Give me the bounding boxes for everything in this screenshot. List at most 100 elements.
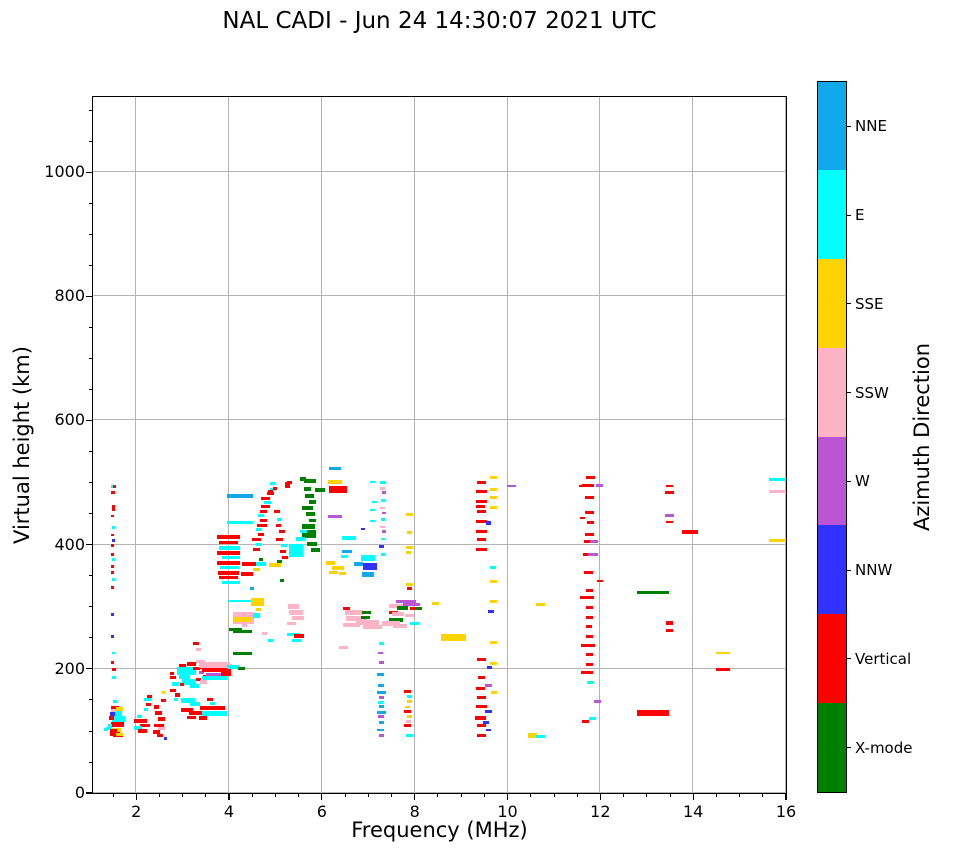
data-mark: [356, 620, 380, 625]
x-tick-major: [228, 793, 230, 800]
data-mark: [584, 540, 590, 543]
y-tick-minor: [89, 606, 93, 608]
data-mark: [110, 514, 115, 518]
plot-area: [91, 95, 787, 794]
data-mark: [284, 482, 291, 488]
data-mark: [370, 519, 375, 523]
data-mark: [363, 625, 382, 630]
colorbar-tick: [847, 392, 851, 394]
data-mark: [170, 688, 176, 692]
data-mark: [138, 729, 147, 733]
data-mark: [196, 677, 201, 682]
data-mark: [388, 604, 403, 609]
data-mark: [392, 611, 404, 616]
gridline-vertical: [135, 96, 137, 793]
data-mark: [477, 676, 485, 679]
data-mark: [381, 511, 387, 515]
data-mark: [586, 663, 594, 667]
data-mark: [111, 708, 116, 713]
data-mark: [584, 532, 595, 536]
data-mark: [489, 661, 497, 665]
data-mark: [329, 466, 342, 470]
data-mark: [107, 723, 113, 727]
data-mark: [241, 571, 253, 577]
data-mark: [199, 662, 230, 668]
data-mark: [186, 662, 196, 666]
data-mark: [476, 695, 487, 700]
data-mark: [377, 690, 387, 695]
data-mark: [578, 484, 586, 487]
x-tick-minor: [158, 793, 160, 797]
data-mark: [259, 558, 263, 562]
data-mark: [269, 482, 276, 486]
data-mark: [280, 550, 287, 554]
data-mark: [111, 711, 123, 717]
data-mark: [476, 510, 487, 514]
data-mark: [341, 555, 348, 559]
colorbar-segment-x-mode: [817, 702, 846, 792]
data-mark: [257, 533, 265, 537]
data-mark: [153, 729, 161, 734]
x-tick-minor: [437, 793, 439, 797]
data-mark: [475, 520, 488, 524]
data-mark: [258, 514, 264, 518]
gridline-vertical: [506, 96, 508, 793]
y-tick-major: [86, 792, 93, 794]
y-tick-label: 200: [54, 658, 85, 678]
data-mark: [280, 578, 284, 582]
data-mark: [111, 716, 125, 723]
data-mark: [362, 610, 372, 614]
data-mark: [377, 672, 385, 677]
data-mark: [406, 715, 413, 719]
x-tick-minor: [646, 793, 648, 797]
data-mark: [109, 729, 117, 733]
data-mark: [111, 539, 115, 542]
gridline-vertical: [785, 96, 786, 793]
data-mark: [769, 478, 786, 482]
y-tick-minor: [89, 575, 93, 577]
data-mark: [403, 709, 411, 713]
data-mark: [484, 710, 492, 714]
data-mark: [296, 537, 305, 542]
data-mark: [311, 548, 321, 553]
data-mark: [255, 607, 262, 611]
data-mark: [200, 680, 208, 684]
data-mark: [179, 682, 185, 686]
data-mark: [363, 562, 378, 571]
data-mark: [281, 543, 287, 547]
data-mark: [353, 562, 364, 566]
data-mark: [279, 530, 285, 534]
data-mark: [233, 651, 252, 655]
data-mark: [252, 613, 260, 619]
data-mark: [251, 597, 265, 606]
colorbar-tick: [847, 480, 851, 482]
y-tick-major: [86, 171, 93, 173]
data-mark: [233, 617, 252, 623]
data-mark: [111, 676, 116, 680]
data-mark: [377, 715, 384, 719]
data-mark: [171, 681, 179, 686]
data-mark: [267, 638, 273, 642]
data-mark: [210, 702, 216, 706]
data-mark: [489, 641, 497, 645]
data-mark: [380, 553, 386, 556]
data-mark: [489, 487, 497, 492]
data-mark: [192, 641, 200, 646]
data-mark: [489, 476, 497, 480]
data-mark: [475, 505, 486, 509]
data-mark: [205, 672, 229, 677]
data-mark: [157, 717, 165, 722]
data-mark: [256, 562, 266, 566]
data-mark: [260, 505, 271, 509]
data-mark: [339, 572, 347, 576]
data-mark: [221, 668, 232, 677]
data-mark: [305, 493, 315, 498]
data-mark: [110, 711, 115, 716]
data-mark: [201, 711, 228, 716]
data-mark: [379, 642, 384, 645]
data-mark: [219, 576, 238, 580]
x-tick-label: 14: [682, 802, 704, 821]
data-mark: [381, 621, 401, 626]
data-mark: [110, 721, 124, 727]
colorbar: [816, 80, 847, 793]
